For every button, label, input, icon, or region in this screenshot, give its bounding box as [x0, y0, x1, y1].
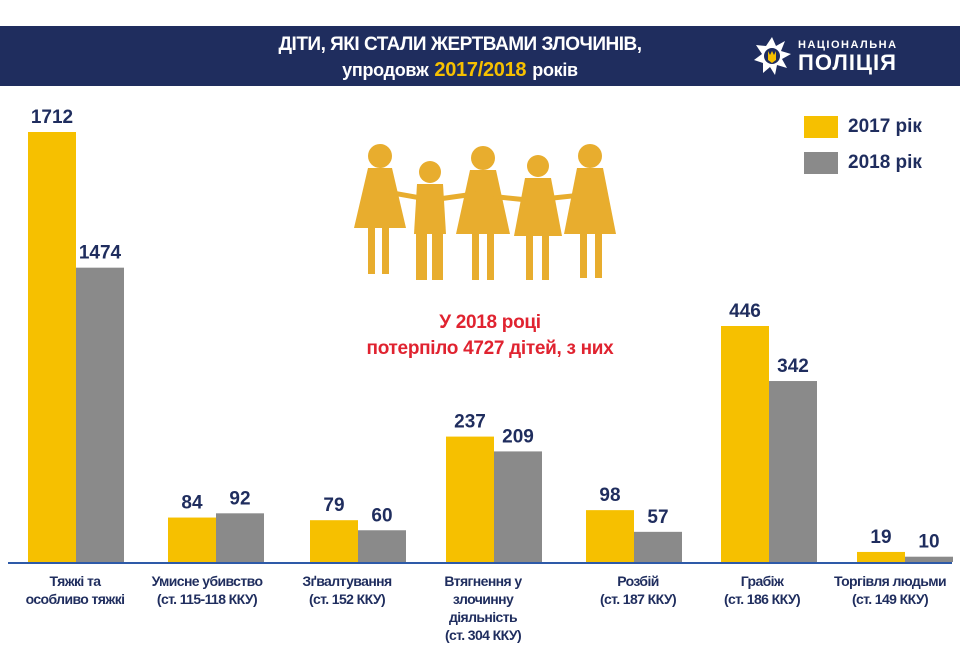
bar-2017-1 [168, 517, 216, 562]
category-label-1: Умисне убивство (ст. 115-118 ККУ) [151, 573, 263, 607]
value-label-2018-1: 92 [229, 488, 250, 509]
title-line-2: упродовж 2017/2018 років [0, 59, 920, 82]
value-label-2018-2: 60 [371, 505, 392, 526]
legend-swatch-2017 [804, 116, 838, 138]
value-label-2018-3: 209 [502, 426, 534, 447]
value-label-2018-6: 10 [918, 532, 939, 553]
value-label-2017-6: 19 [870, 527, 891, 548]
header-banner: ДІТИ, ЯКІ СТАЛИ ЖЕРТВАМИ ЗЛОЧИНІВ, упрод… [0, 26, 960, 86]
bar-2017-3 [446, 436, 494, 562]
title-suffix: років [532, 60, 578, 80]
category-label-4: Розбій (ст. 187 ККУ) [599, 573, 677, 607]
legend-label-2018: 2018 рік [848, 152, 922, 173]
category-label-2: Зґвалтування (ст. 152 ККУ) [302, 573, 392, 607]
bar-2018-6 [905, 556, 953, 562]
value-label-2017-0: 1712 [31, 107, 73, 128]
callout-line-1: У 2018 році [439, 312, 541, 333]
bar-2018-4 [634, 531, 682, 562]
bar-2017-4 [586, 510, 634, 562]
title-prefix: упродовж [342, 60, 429, 80]
value-label-2018-4: 57 [647, 507, 668, 528]
bar-2017-6 [857, 551, 905, 562]
bar-2018-0 [76, 267, 124, 562]
category-label-0: Тяжкі та особливо тяжкі [25, 573, 125, 607]
bar-2017-0 [28, 132, 76, 562]
title-years: 2017/2018 [434, 59, 527, 81]
logo-text-bottom: ПОЛІЦІЯ [798, 50, 897, 75]
value-label-2017-4: 98 [599, 485, 620, 506]
value-label-2017-5: 446 [729, 301, 761, 322]
value-label-2017-2: 79 [323, 495, 344, 516]
logo-text-top: НАЦІОНАЛЬНА [798, 39, 898, 51]
callout-text: У 2018 році потерпіло 4727 дітей, з них [340, 310, 640, 362]
category-label-3: Втягнення у злочинну діяльність (ст. 304 КК… [444, 573, 522, 643]
legend-swatch-2018 [804, 152, 838, 174]
bar-2017-5 [721, 326, 769, 562]
children-silhouettes-icon [354, 144, 616, 280]
bar-2017-2 [310, 520, 358, 562]
value-label-2018-5: 342 [777, 356, 809, 377]
bar-2018-2 [358, 530, 406, 562]
police-star-icon [754, 37, 791, 75]
legend-label-2017: 2017 рік [848, 116, 922, 137]
callout-line-2: потерпіло 4727 дітей, з них [366, 338, 614, 359]
value-label-2017-1: 84 [181, 493, 203, 514]
bar-2018-1 [216, 513, 264, 562]
category-label-6: Торгівля людьми (ст. 149 ККУ) [834, 573, 947, 607]
bar-2018-5 [769, 381, 817, 562]
value-label-2017-3: 237 [454, 412, 486, 433]
category-label-5: Грабіж (ст. 186 ККУ) [723, 573, 801, 607]
bar-2018-3 [494, 451, 542, 562]
police-logo: НАЦІОНАЛЬНА ПОЛІЦІЯ [752, 36, 922, 76]
value-label-2018-0: 1474 [79, 243, 122, 264]
title-line-1: ДІТИ, ЯКІ СТАЛИ ЖЕРТВАМИ ЗЛОЧИНІВ, [278, 34, 643, 55]
